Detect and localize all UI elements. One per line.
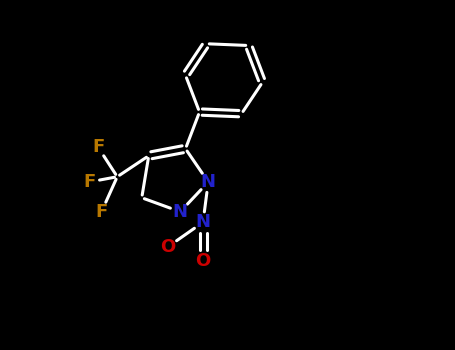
- Text: O: O: [160, 238, 176, 256]
- Text: F: F: [96, 203, 108, 221]
- Text: N: N: [201, 173, 216, 191]
- Text: N: N: [173, 203, 188, 221]
- Text: F: F: [83, 173, 96, 191]
- Text: O: O: [195, 252, 211, 270]
- Text: N: N: [196, 213, 211, 231]
- Text: F: F: [92, 138, 104, 156]
